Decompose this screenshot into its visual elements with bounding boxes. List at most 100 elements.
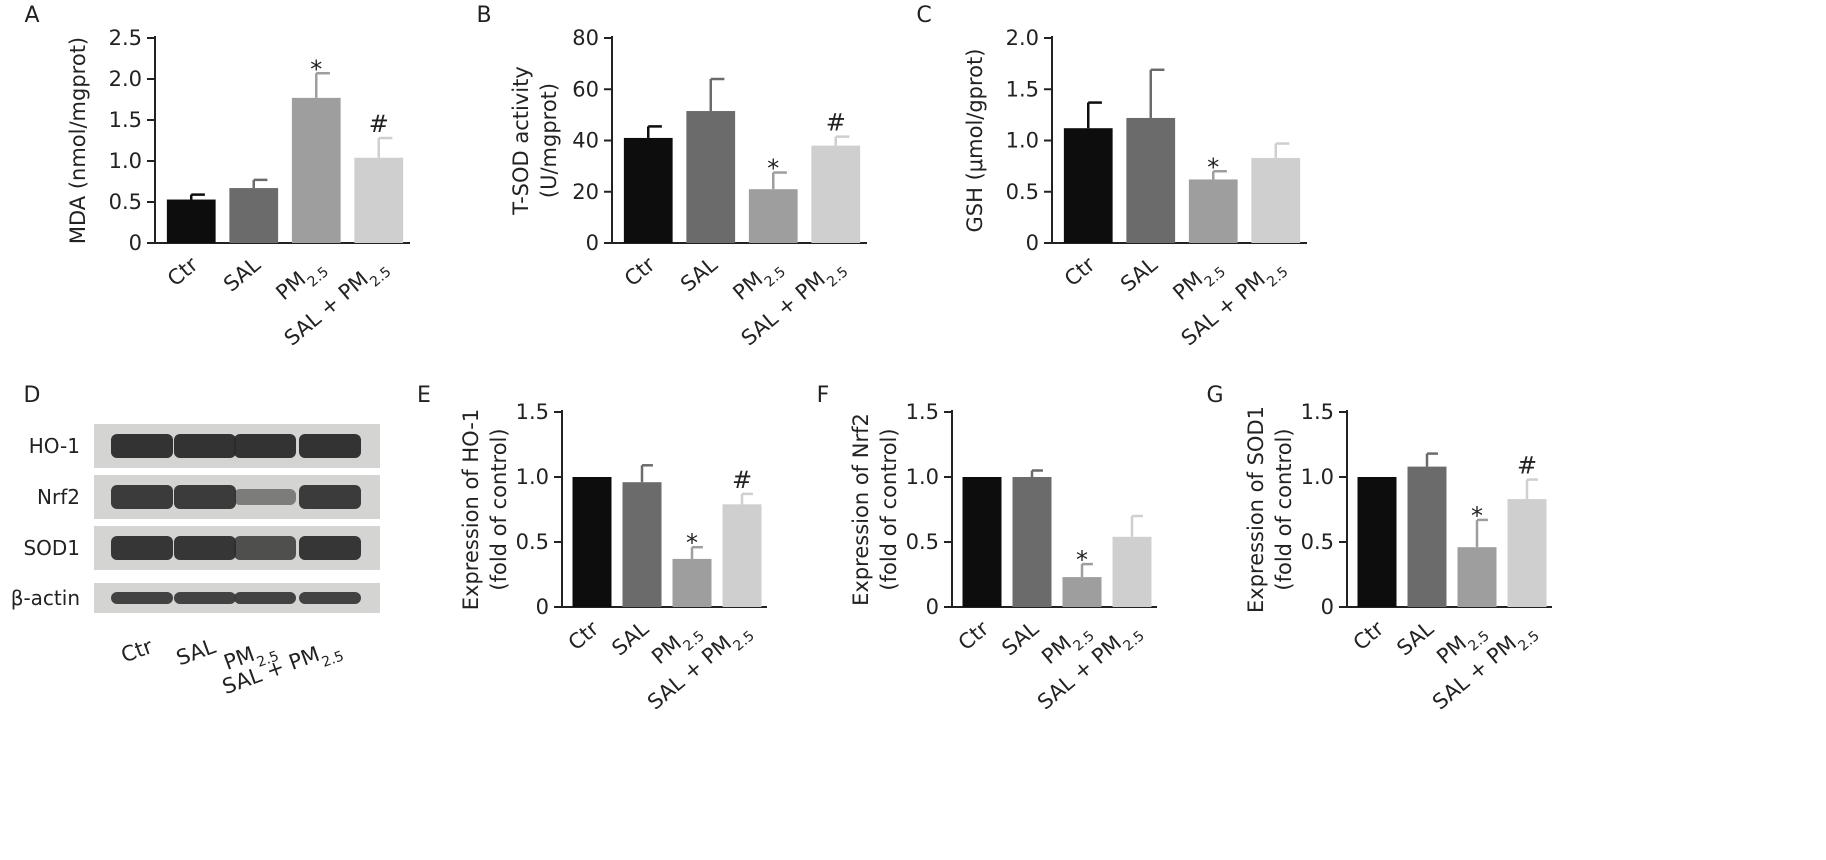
chart-panel-g: 0 0.5 1.0 1.5 Expression of SOD1 (fold of con…: [1244, 400, 1552, 714]
y-tick-label: 1.0: [1301, 465, 1334, 489]
blot-row-label: Nrf2: [37, 485, 80, 509]
y-tick-label: 0: [1026, 231, 1039, 255]
blot-lane-label: SAL: [173, 634, 219, 670]
y-tick-label: 1.0: [109, 149, 142, 173]
y-tick-label: 1.5: [516, 400, 549, 424]
y-tick-label: 0: [1321, 595, 1334, 619]
y-tick-label: 2.5: [109, 26, 142, 50]
y-axis-title: (fold of control): [487, 428, 511, 590]
panel-letter-e: E: [417, 383, 431, 408]
bar: [1012, 477, 1052, 607]
y-tick-label: 1.5: [1006, 77, 1039, 101]
category-label: Ctr: [1349, 616, 1389, 655]
y-axis-title: T-SOD activity: [509, 66, 533, 216]
blot-row-label: SOD1: [23, 536, 80, 560]
bar: [1251, 157, 1301, 243]
bar: [1188, 179, 1238, 243]
bar: [572, 477, 612, 607]
significance-mark: *: [767, 155, 779, 183]
blot-row-label: β-actin: [11, 586, 80, 610]
panel-letter-d: D: [24, 383, 41, 408]
panel-letter-c: C: [916, 3, 931, 28]
blot-band: [299, 485, 361, 509]
significance-mark: #: [826, 109, 846, 137]
category-label: Ctr: [620, 252, 660, 291]
panel-letters: A B C E F G: [24, 3, 1223, 408]
y-axis-title: (U/mgprot): [537, 83, 561, 198]
y-tick-label: 1.5: [109, 108, 142, 132]
significance-mark: #: [1517, 452, 1537, 480]
blot-band: [299, 536, 361, 560]
significance-mark: #: [369, 110, 389, 138]
bar: [622, 482, 662, 607]
significance-mark: *: [1207, 153, 1219, 181]
panel-letter-a: A: [24, 3, 39, 28]
y-tick-label: 60: [572, 77, 599, 101]
blot-band: [234, 434, 296, 458]
y-tick-label: 2.0: [109, 67, 142, 91]
y-tick-label: 0.5: [1006, 180, 1039, 204]
y-tick-label: 80: [572, 26, 599, 50]
significance-mark: *: [310, 55, 322, 83]
significance-mark: *: [1471, 502, 1483, 530]
category-label: SAL: [607, 616, 653, 660]
blot-row-label: HO-1: [29, 434, 80, 458]
bar: [962, 477, 1002, 607]
y-tick-label: 1.0: [906, 465, 939, 489]
blot-band: [234, 489, 296, 505]
blot-band: [299, 434, 361, 458]
y-tick-label: 0.5: [1301, 530, 1334, 554]
bar: [748, 189, 798, 243]
y-axis-title: (fold of control): [877, 428, 901, 590]
significance-mark: #: [732, 466, 752, 494]
blot-band: [299, 592, 361, 604]
y-tick-label: 0: [536, 595, 549, 619]
y-tick-label: 1.0: [1006, 129, 1039, 153]
blot-band: [174, 434, 236, 458]
y-tick-label: 0.5: [109, 190, 142, 214]
significance-mark: *: [686, 529, 698, 557]
bar: [811, 145, 861, 243]
chart-panel-a: 0 0.5 1.0 1.5 2.0 2.5 MDA (nmol/mgprot) Ctr SAL *…: [66, 26, 410, 355]
y-axis-title: (fold of control): [1272, 428, 1296, 590]
blot-band: [111, 434, 173, 458]
y-tick-label: 0.5: [516, 530, 549, 554]
category-label: SAL + PM2.5: [1177, 252, 1292, 355]
y-axis-title: MDA (nmol/mgprot): [66, 37, 90, 244]
bar: [722, 504, 762, 607]
bar: [1062, 577, 1102, 607]
bar: [229, 188, 279, 243]
category-label: SAL: [997, 616, 1043, 660]
bar: [1457, 547, 1497, 607]
blot-band: [111, 592, 173, 604]
y-axis-title: GSH (μmol/gprot): [963, 49, 987, 233]
y-tick-label: 40: [572, 129, 599, 153]
bar: [1507, 499, 1547, 607]
y-tick-label: 0: [129, 231, 142, 255]
chart-panel-b: 0 20 40 60 80 T-SOD activity (U/mgprot) Ctr SAL *…: [509, 26, 867, 355]
y-tick-label: 0: [926, 595, 939, 619]
category-label: Ctr: [954, 616, 994, 655]
y-tick-label: 20: [572, 180, 599, 204]
blot-band: [234, 592, 296, 604]
blot-lane-label: Ctr: [118, 634, 156, 667]
category-label: SAL + PM2.5: [737, 252, 852, 355]
bar: [1357, 477, 1397, 607]
category-label: Ctr: [1060, 252, 1100, 291]
blot-band: [234, 536, 296, 560]
category-label: SAL: [219, 252, 265, 296]
bar: [1063, 128, 1113, 243]
category-label: SAL: [1116, 252, 1162, 296]
y-tick-label: 2.0: [1006, 26, 1039, 50]
blot-band: [111, 536, 173, 560]
bar: [166, 199, 216, 243]
category-label: SAL: [1392, 616, 1438, 660]
bar: [686, 111, 736, 243]
y-axis-title: Expression of SOD1: [1244, 406, 1268, 613]
category-label: Ctr: [564, 616, 604, 655]
bar: [1112, 536, 1152, 607]
bar: [672, 558, 712, 607]
category-label: SAL + PM2.5: [280, 252, 395, 355]
